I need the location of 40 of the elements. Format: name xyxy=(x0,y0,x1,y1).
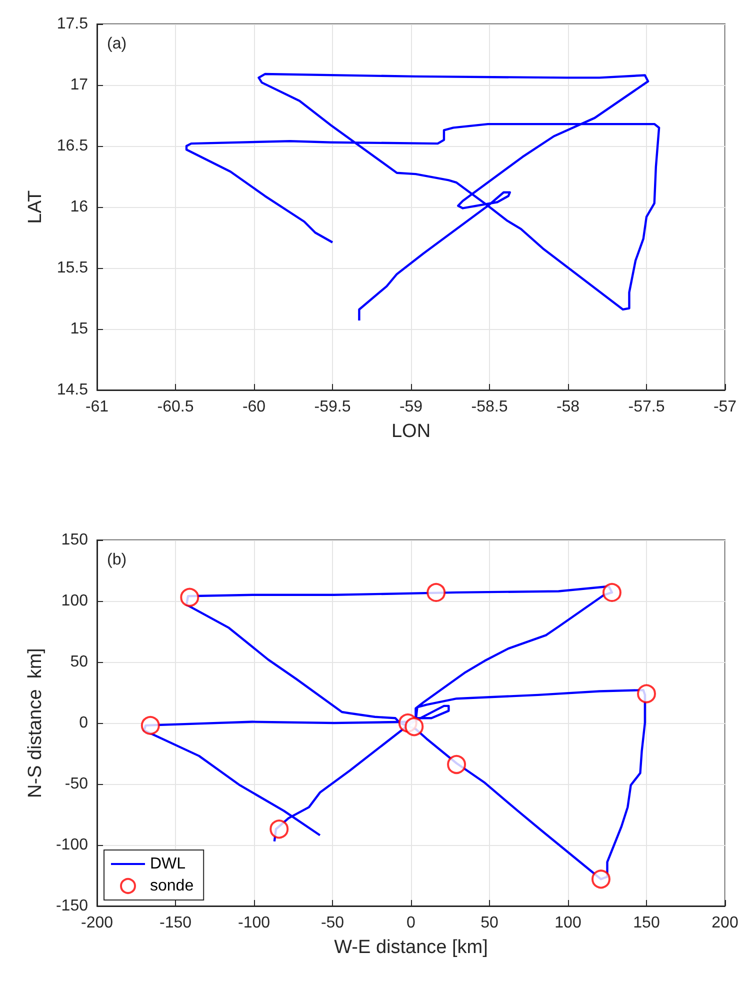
legend-label: sonde xyxy=(150,878,194,894)
x-tick-label: -57.5 xyxy=(628,398,665,416)
x-tick-label: -100 xyxy=(238,914,270,932)
y-tick-label: 17.5 xyxy=(56,16,88,32)
x-tick-label: 200 xyxy=(712,914,738,932)
y-tick-label: 17 xyxy=(70,76,88,94)
x-tick-label: -150 xyxy=(159,914,192,932)
legend-label: DWL xyxy=(150,856,186,872)
x-tick-label: -58.5 xyxy=(471,398,508,416)
x-tick-label: 0 xyxy=(406,914,416,932)
y-tick-label: 150 xyxy=(61,532,88,548)
y-tick-label: 0 xyxy=(79,714,88,732)
x-tick-label: -61 xyxy=(85,398,109,416)
x-tick-label: -50 xyxy=(320,914,344,932)
y-axis-title: N-S distance km] xyxy=(25,648,46,798)
y-tick-label: 100 xyxy=(61,592,88,610)
x-axis-title: W-E distance [km] xyxy=(334,937,488,958)
annotation: (b) xyxy=(107,552,127,568)
y-tick-label: -50 xyxy=(64,776,88,792)
x-tick-label: 150 xyxy=(633,914,660,932)
x-axis-title: LON xyxy=(391,421,431,442)
y-tick-label: -150 xyxy=(56,898,88,914)
x-tick-label: -59.5 xyxy=(314,398,351,416)
x-tick-label: -60 xyxy=(242,398,266,416)
y-tick-label: 15.5 xyxy=(56,260,88,276)
x-tick-label: 100 xyxy=(554,914,582,932)
y-axis-title: LAT xyxy=(25,190,46,224)
y-tick-label: 14.5 xyxy=(56,382,88,398)
x-tick-label: -59 xyxy=(399,398,423,416)
y-tick-label: 16 xyxy=(70,198,88,216)
y-tick-label: 50 xyxy=(70,654,88,670)
x-tick-label: -60.5 xyxy=(157,398,194,416)
x-tick-label: -57 xyxy=(713,398,737,416)
x-tick-label: -58 xyxy=(556,398,580,416)
x-tick-label: -200 xyxy=(80,914,114,932)
y-tick-label: 16.5 xyxy=(56,138,88,154)
y-tick-label: 15 xyxy=(70,320,88,338)
x-tick-label: 50 xyxy=(480,914,498,932)
y-tick-label: -100 xyxy=(56,836,88,854)
annotation: (a) xyxy=(107,36,127,52)
